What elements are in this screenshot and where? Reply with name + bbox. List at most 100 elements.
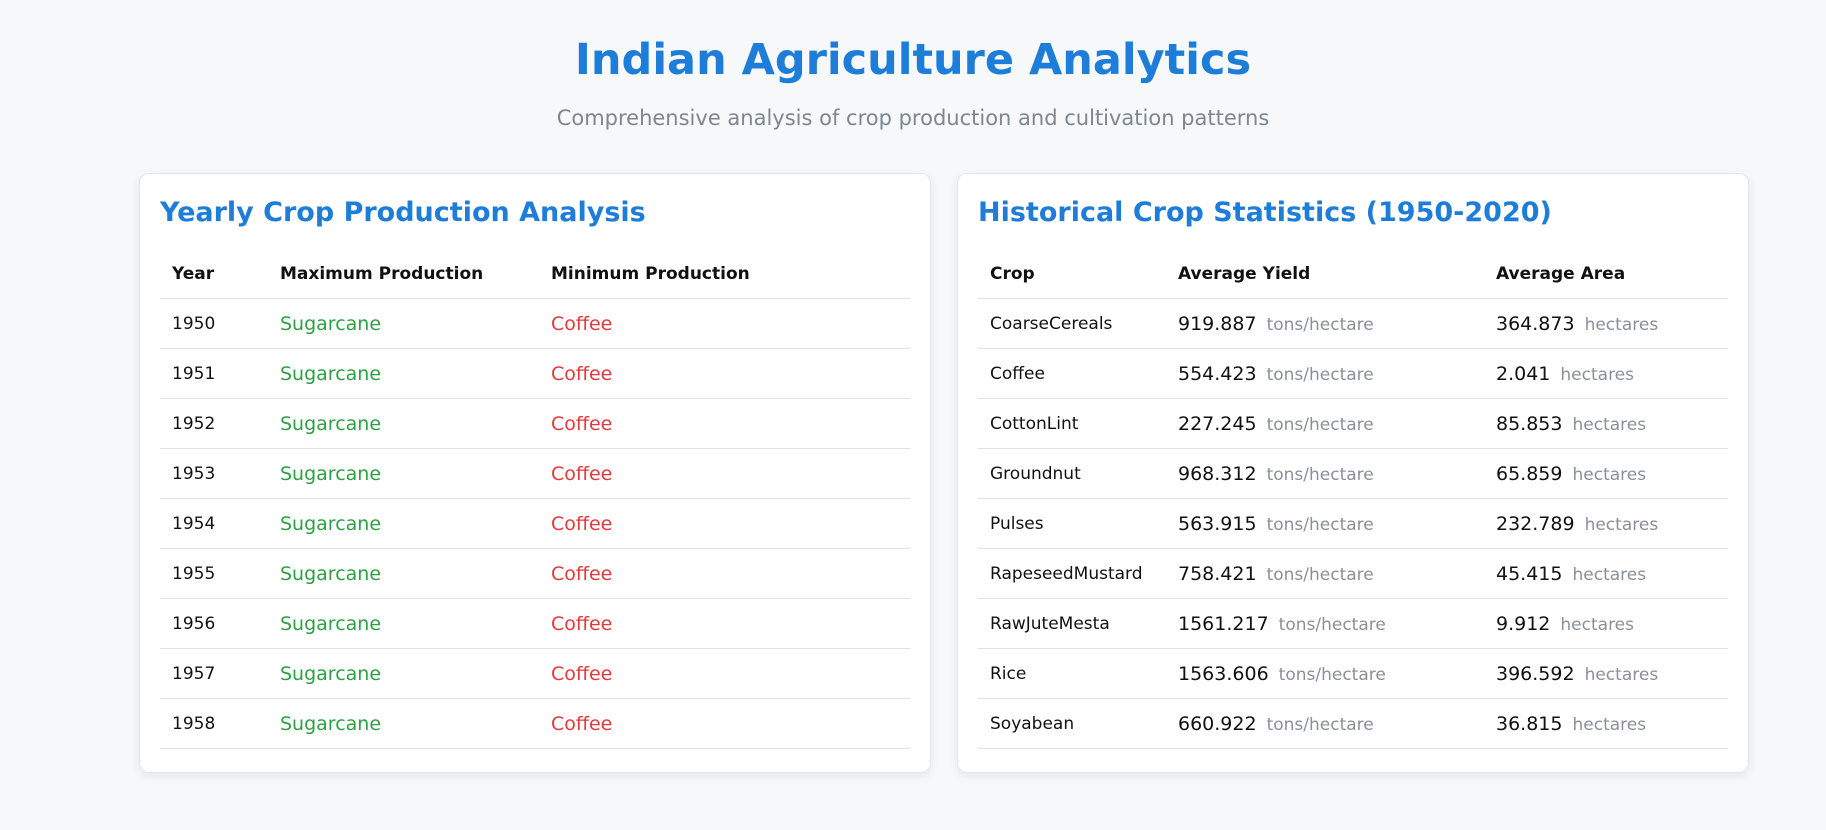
table-row: 1954 Sugarcane Coffee [160, 498, 910, 549]
area-value: 65.859 [1496, 462, 1563, 485]
average-yield-cell: 563.915 tons/hectare [1166, 498, 1484, 549]
average-area-cell: 45.415 hectares [1484, 548, 1728, 599]
crop-name-cell: CottonLint [978, 398, 1166, 449]
area-unit: hectares [1560, 614, 1635, 635]
historical-stats-table: Crop Average Yield Average Area CoarseCe… [978, 250, 1728, 749]
average-area-cell: 2.041 hectares [1484, 348, 1728, 399]
table-row: 1958 Sugarcane Coffee [160, 698, 910, 749]
yield-unit: tons/hectare [1266, 364, 1374, 385]
area-value: 232.789 [1496, 512, 1575, 535]
year-cell: 1954 [160, 498, 268, 549]
yield-unit: tons/hectare [1266, 514, 1374, 535]
area-value: 2.041 [1496, 362, 1551, 385]
min-production-cell: Coffee [539, 298, 910, 349]
yield-value: 758.421 [1178, 562, 1257, 585]
table-row: Pulses 563.915 tons/hectare 232.789 hectares [978, 498, 1728, 549]
min-production-cell: Coffee [539, 398, 910, 449]
cards-container: Yearly Crop Production Analysis Year Max… [139, 173, 1749, 773]
table-row: 1951 Sugarcane Coffee [160, 348, 910, 399]
year-cell: 1952 [160, 398, 268, 449]
min-production-cell: Coffee [539, 498, 910, 549]
area-unit: hectares [1584, 314, 1659, 335]
yield-value: 563.915 [1178, 512, 1257, 535]
table-header-row: Crop Average Yield Average Area [978, 250, 1728, 299]
area-unit: hectares [1584, 514, 1659, 535]
column-header-min-production: Minimum Production [539, 250, 910, 299]
yield-unit: tons/hectare [1266, 714, 1374, 735]
max-production-cell: Sugarcane [268, 598, 539, 649]
yield-value: 1563.606 [1178, 662, 1269, 685]
crop-name-cell: CoarseCereals [978, 298, 1166, 349]
area-value: 396.592 [1496, 662, 1575, 685]
table-row: Soyabean 660.922 tons/hectare 36.815 hectare… [978, 698, 1728, 749]
crop-name-cell: Rice [978, 648, 1166, 699]
min-production-cell: Coffee [539, 648, 910, 699]
area-unit: hectares [1572, 564, 1647, 585]
crop-name-cell: Pulses [978, 498, 1166, 549]
page-header: Indian Agriculture Analytics Comprehensi… [0, 0, 1826, 136]
yield-unit: tons/hectare [1278, 614, 1386, 635]
min-production-cell: Coffee [539, 598, 910, 649]
crop-name-cell: Coffee [978, 348, 1166, 399]
min-production-cell: Coffee [539, 698, 910, 749]
table-row: RapeseedMustard 758.421 tons/hectare 45.415… [978, 548, 1728, 599]
average-yield-cell: 1561.217 tons/hectare [1166, 598, 1484, 649]
yield-unit: tons/hectare [1266, 564, 1374, 585]
average-area-cell: 232.789 hectares [1484, 498, 1728, 549]
yearly-production-card: Yearly Crop Production Analysis Year Max… [139, 173, 931, 773]
column-header-average-area: Average Area [1484, 250, 1728, 299]
min-production-cell: Coffee [539, 548, 910, 599]
yield-value: 227.245 [1178, 412, 1257, 435]
year-cell: 1950 [160, 298, 268, 349]
yield-value: 660.922 [1178, 712, 1257, 735]
max-production-cell: Sugarcane [268, 298, 539, 349]
page-title: Indian Agriculture Analytics [574, 35, 1252, 85]
table-row: 1955 Sugarcane Coffee [160, 548, 910, 599]
yearly-table-body: 1950 Sugarcane Coffee 1951 Sugarcane Coffee 19… [160, 298, 910, 749]
yield-value: 968.312 [1178, 462, 1257, 485]
crop-name-cell: Groundnut [978, 448, 1166, 499]
yield-unit: tons/hectare [1278, 664, 1386, 685]
average-yield-cell: 227.245 tons/hectare [1166, 398, 1484, 449]
yearly-production-table: Year Maximum Production Minimum Producti… [160, 250, 910, 749]
table-row: 1953 Sugarcane Coffee [160, 448, 910, 499]
area-value: 364.873 [1496, 312, 1575, 335]
table-row: Coffee 554.423 tons/hectare 2.041 hectares [978, 348, 1728, 399]
max-production-cell: Sugarcane [268, 548, 539, 599]
year-cell: 1953 [160, 448, 268, 499]
crop-name-cell: RawJuteMesta [978, 598, 1166, 649]
year-cell: 1955 [160, 548, 268, 599]
average-yield-cell: 919.887 tons/hectare [1166, 298, 1484, 349]
yield-unit: tons/hectare [1266, 414, 1374, 435]
yearly-card-title: Yearly Crop Production Analysis [160, 197, 646, 228]
page-subtitle: Comprehensive analysis of crop productio… [556, 106, 1270, 130]
min-production-cell: Coffee [539, 348, 910, 399]
year-cell: 1958 [160, 698, 268, 749]
average-area-cell: 36.815 hectares [1484, 698, 1728, 749]
area-value: 85.853 [1496, 412, 1563, 435]
yield-value: 554.423 [1178, 362, 1257, 385]
table-row: Groundnut 968.312 tons/hectare 65.859 hectar… [978, 448, 1728, 499]
table-row: CoarseCereals 919.887 tons/hectare 364.873 h… [978, 298, 1728, 349]
yield-unit: tons/hectare [1266, 464, 1374, 485]
area-value: 9.912 [1496, 612, 1551, 635]
yield-value: 919.887 [1178, 312, 1257, 335]
column-header-crop: Crop [978, 250, 1166, 299]
max-production-cell: Sugarcane [268, 398, 539, 449]
average-yield-cell: 968.312 tons/hectare [1166, 448, 1484, 499]
area-unit: hectares [1560, 364, 1635, 385]
area-value: 36.815 [1496, 712, 1563, 735]
average-yield-cell: 554.423 tons/hectare [1166, 348, 1484, 399]
max-production-cell: Sugarcane [268, 498, 539, 549]
table-row: 1950 Sugarcane Coffee [160, 298, 910, 349]
min-production-cell: Coffee [539, 448, 910, 499]
average-area-cell: 396.592 hectares [1484, 648, 1728, 699]
average-yield-cell: 660.922 tons/hectare [1166, 698, 1484, 749]
table-row: 1956 Sugarcane Coffee [160, 598, 910, 649]
historical-table-body: CoarseCereals 919.887 tons/hectare 364.873 h… [978, 298, 1728, 749]
crop-name-cell: RapeseedMustard [978, 548, 1166, 599]
year-cell: 1951 [160, 348, 268, 399]
table-row: 1957 Sugarcane Coffee [160, 648, 910, 699]
average-area-cell: 65.859 hectares [1484, 448, 1728, 499]
table-row: CottonLint 227.245 tons/hectare 85.853 hecta… [978, 398, 1728, 449]
